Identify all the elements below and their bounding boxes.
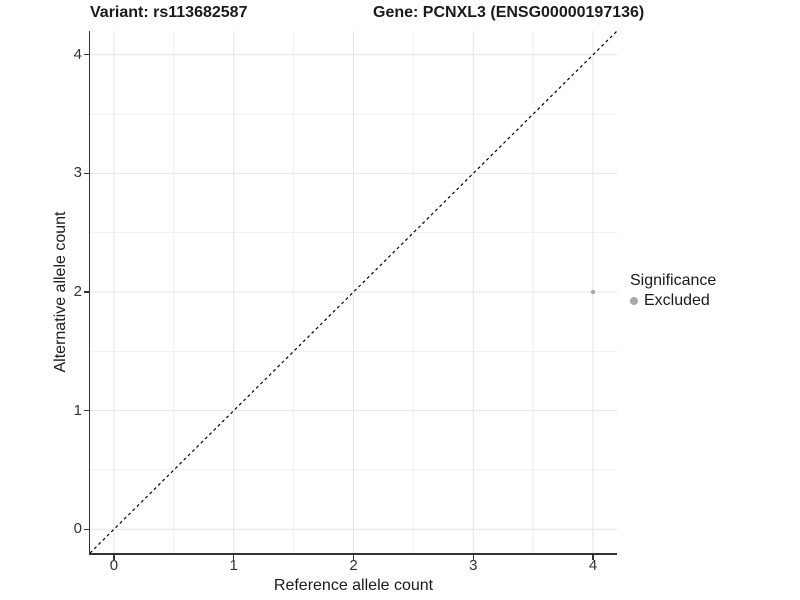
gene-title: Gene: PCNXL3 (ENSG00000197136)	[373, 4, 645, 21]
x-tick-label: 3	[469, 557, 478, 574]
variant-title: Variant: rs113682587	[90, 4, 248, 21]
x-tick-label: 1	[229, 557, 238, 574]
legend-key-dot-icon	[630, 297, 638, 305]
y-tick-mark	[83, 172, 89, 175]
x-tick-mark	[232, 554, 235, 560]
x-tick-label: 2	[349, 557, 358, 574]
identity-line	[89, 30, 618, 554]
legend: Significance Excluded	[630, 272, 716, 311]
x-axis-title: Reference allele count	[273, 577, 434, 594]
y-tick-mark	[83, 409, 89, 412]
x-tick-label: 0	[109, 557, 119, 574]
x-tick-mark	[592, 554, 594, 560]
y-tick-label: 1	[73, 401, 82, 419]
y-tick-label: 2	[73, 283, 82, 300]
y-axis-line	[88, 31, 90, 555]
y-tick-mark	[83, 53, 89, 56]
y-tick-mark	[83, 291, 89, 293]
legend-item-excluded: Excluded	[630, 291, 716, 311]
plot-panel	[89, 30, 618, 554]
x-tick-label: 4	[588, 557, 598, 574]
x-tick-mark	[113, 554, 115, 560]
y-axis-title: Alternative allele count	[52, 211, 69, 373]
x-tick-mark	[472, 554, 475, 560]
y-tick-label: 4	[73, 45, 82, 63]
data-point	[590, 289, 596, 295]
x-tick-mark	[352, 554, 355, 560]
y-tick-label: 3	[73, 164, 82, 182]
legend-item-label: Excluded	[644, 292, 710, 309]
y-tick-label: 0	[73, 520, 82, 538]
plot-canvas	[89, 30, 618, 554]
y-tick-mark	[83, 528, 89, 531]
x-axis-line	[88, 553, 617, 555]
legend-title: Significance	[630, 272, 717, 289]
